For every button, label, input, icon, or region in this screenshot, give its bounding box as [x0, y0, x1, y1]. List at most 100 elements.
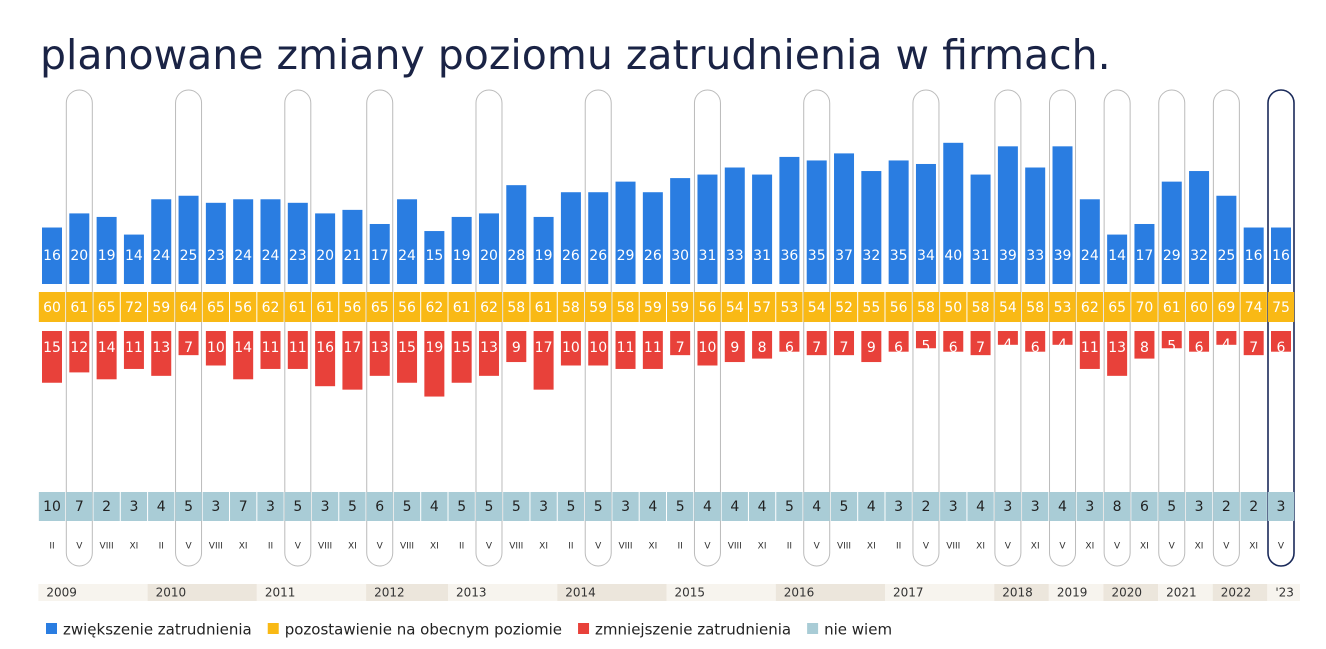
value-label: 20	[316, 248, 334, 264]
bar-decrease	[397, 331, 418, 383]
value-label: 59	[152, 300, 170, 316]
x-tick-label: II	[677, 542, 682, 552]
year-band	[994, 584, 1049, 601]
legend-swatch	[578, 623, 590, 634]
value-label: 35	[890, 248, 908, 264]
highlight-outline	[803, 89, 831, 567]
legend-swatch	[807, 623, 819, 634]
x-tick-label: VIII	[728, 542, 742, 552]
value-label: 61	[1163, 300, 1181, 316]
value-label: 13	[152, 340, 170, 356]
bar-increase	[615, 181, 636, 284]
box-same	[667, 292, 694, 322]
box-unknown	[1103, 492, 1131, 521]
year-label: 2022	[1221, 586, 1252, 600]
year-band	[448, 584, 558, 601]
bar-increase	[588, 192, 609, 284]
value-label: 9	[512, 340, 521, 356]
value-label: 10	[562, 340, 580, 356]
box-same	[448, 292, 475, 322]
box-unknown	[66, 492, 93, 521]
value-label: 7	[1249, 340, 1258, 356]
value-label: 61	[453, 300, 471, 316]
value-label: 55	[862, 300, 880, 316]
box-unknown	[557, 492, 585, 521]
value-label: 20	[70, 248, 88, 264]
bar-increase	[834, 153, 855, 284]
value-label: 5	[566, 499, 575, 515]
bar-decrease	[806, 331, 827, 356]
bar-increase	[779, 156, 800, 284]
value-label: 3	[621, 499, 630, 515]
bar-decrease	[533, 331, 554, 390]
bar-increase	[1052, 146, 1073, 284]
highlight-outline	[1158, 89, 1186, 567]
value-label: 39	[999, 248, 1017, 264]
bar-decrease	[861, 331, 882, 363]
value-label: 14	[98, 340, 116, 356]
bar-increase	[724, 167, 745, 284]
value-label: 6	[785, 340, 794, 356]
box-same	[366, 292, 393, 322]
x-tick-label: V	[1005, 542, 1012, 552]
x-tick-label: V	[185, 542, 192, 552]
bar-increase	[806, 160, 827, 284]
value-label: 53	[1054, 300, 1072, 316]
bar-decrease	[123, 331, 144, 369]
box-unknown	[503, 492, 530, 521]
box-same	[639, 292, 666, 322]
box-unknown	[776, 492, 803, 521]
x-tick-label: VIII	[400, 542, 414, 552]
box-same	[694, 292, 721, 322]
box-same	[393, 292, 421, 322]
value-label: 9	[867, 340, 876, 356]
box-same	[175, 292, 202, 322]
box-unknown	[612, 492, 639, 521]
bar-increase	[369, 223, 390, 284]
value-label: 4	[812, 499, 821, 515]
x-tick-label: V	[1059, 542, 1066, 552]
x-tick-label: V	[1169, 542, 1176, 552]
value-label: 17	[1136, 248, 1154, 264]
bar-decrease	[1271, 331, 1291, 352]
box-unknown	[721, 492, 748, 521]
value-label: 11	[125, 340, 143, 356]
value-label: 34	[917, 248, 935, 264]
value-label: 10	[589, 340, 607, 356]
bar-increase	[642, 192, 663, 284]
x-tick-label: XI	[130, 542, 139, 552]
bar-decrease	[1025, 331, 1046, 352]
box-same	[230, 292, 257, 322]
value-label: 56	[234, 300, 252, 316]
value-label: 7	[676, 340, 685, 356]
box-same	[557, 292, 585, 322]
value-label: 6	[894, 340, 903, 356]
year-label: 2013	[456, 586, 487, 600]
value-label: 10	[207, 340, 225, 356]
x-tick-label: V	[76, 542, 83, 552]
value-label: 54	[999, 300, 1017, 316]
box-same	[1267, 292, 1295, 322]
value-label: 5	[184, 499, 193, 515]
x-tick-label: VIII	[318, 542, 332, 552]
bar-decrease	[642, 331, 663, 369]
value-label: 7	[75, 499, 84, 515]
box-same	[1213, 292, 1240, 322]
value-label: 19	[98, 248, 116, 264]
bar-decrease	[369, 331, 390, 376]
value-label: 56	[699, 300, 717, 316]
value-label: 17	[371, 248, 389, 264]
box-unknown	[1049, 492, 1076, 521]
value-label: 10	[43, 499, 61, 515]
value-label: 19	[453, 248, 471, 264]
box-same	[148, 292, 175, 322]
value-label: 5	[1167, 339, 1176, 355]
box-same	[612, 292, 639, 322]
year-band	[557, 584, 667, 601]
box-unknown	[448, 492, 475, 521]
value-label: 74	[1245, 300, 1263, 316]
value-label: 3	[211, 499, 220, 515]
year-band	[775, 584, 885, 601]
x-tick-label: XI	[758, 542, 767, 552]
